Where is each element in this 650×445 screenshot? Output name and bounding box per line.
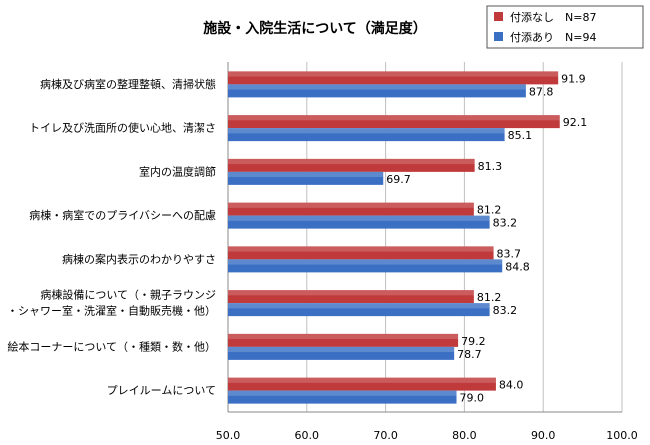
data-label-series-0: 84.0	[499, 379, 524, 392]
legend-swatch-0	[494, 12, 503, 21]
category-label: 病棟の案内表示のわかりやすさ	[62, 252, 216, 266]
bar-series-0	[228, 202, 474, 216]
data-label-series-0: 79.2	[461, 335, 486, 348]
bar-series-1	[228, 171, 384, 185]
bar-highlight	[228, 71, 559, 77]
data-label-series-1: 79.0	[460, 392, 485, 405]
bar-highlight	[228, 128, 505, 134]
category-label: トイレ及び洗面所の使い心地、清潔さ	[29, 121, 216, 135]
bar-highlight	[228, 84, 526, 90]
x-tick-label: 70.0	[373, 429, 398, 442]
bar-series-1	[228, 346, 455, 360]
category-label: 病棟設備について（・親子ラウンジ	[40, 288, 216, 302]
bar-highlight	[228, 202, 474, 208]
bar-series-1	[228, 390, 457, 404]
bar-series-1	[228, 128, 505, 142]
bar-series-0	[228, 115, 560, 129]
category-label: 絵本コーナーについて（・種類・数・他）	[7, 339, 216, 353]
bar-highlight	[228, 115, 560, 121]
legend-label-1: 付添あり N=94	[510, 30, 596, 44]
bar-highlight	[228, 290, 474, 296]
data-label-series-1: 85.1	[508, 129, 533, 142]
bar-group	[228, 71, 560, 404]
bar-series-0	[228, 290, 474, 304]
category-labels: 病棟及び病室の整理整頓、清掃状態トイレ及び洗面所の使い心地、清潔さ室内の温度調節…	[7, 77, 216, 397]
x-axis-ticks: 50.0 60.0 70.0 80.0 90.0 100.0	[216, 429, 638, 442]
x-tick-label: 100.0	[606, 429, 638, 442]
data-label-series-1: 83.2	[493, 217, 517, 230]
bar-highlight	[228, 259, 503, 265]
category-label: 病棟・病室でのプライバシーへの配慮	[29, 208, 216, 222]
legend: 付添なし N=87 付添あり N=94	[486, 5, 644, 49]
legend-box	[486, 5, 644, 49]
bar-highlight	[228, 377, 496, 383]
category-label: 病棟及び病室の整理整頓、清掃状態	[40, 77, 216, 91]
x-tick-label: 80.0	[452, 429, 477, 442]
data-labels: 91.987.892.185.181.369.781.283.283.784.8…	[386, 72, 587, 404]
bar-highlight	[228, 333, 459, 340]
data-label-series-0: 81.2	[477, 204, 502, 217]
data-label-series-1: 84.8	[505, 260, 530, 273]
data-label-series-1: 83.2	[493, 304, 517, 317]
bar-highlight	[228, 158, 475, 165]
bar-series-0	[228, 377, 496, 391]
bar-highlight	[228, 246, 494, 252]
category-label: プレイルームについて	[107, 384, 216, 397]
data-label-series-0: 83.7	[497, 247, 522, 260]
bar-series-0	[228, 158, 475, 172]
bar-series-0	[228, 71, 559, 85]
chart-title: 施設・入院生活について（満足度）	[203, 20, 427, 37]
legend-swatch-1	[494, 32, 503, 41]
x-tick-label: 60.0	[295, 429, 320, 442]
data-label-series-1: 78.7	[457, 348, 482, 361]
category-label: 室内の温度調節	[139, 164, 216, 178]
bar-series-1	[228, 303, 490, 317]
bar-highlight	[228, 171, 384, 178]
x-tick-label: 90.0	[531, 429, 556, 442]
bar-highlight	[228, 215, 490, 221]
bar-highlight	[228, 346, 455, 353]
bar-series-0	[228, 246, 494, 260]
bar-series-1	[228, 259, 503, 273]
data-label-series-0: 81.3	[478, 160, 503, 173]
bar-series-0	[228, 333, 459, 347]
data-label-series-1: 87.8	[529, 85, 554, 98]
bar-series-1	[228, 215, 490, 229]
bar-highlight	[228, 390, 457, 396]
data-label-series-0: 92.1	[563, 116, 588, 129]
data-label-series-0: 91.9	[561, 72, 586, 85]
data-label-series-1: 69.7	[386, 173, 411, 186]
bar-highlight	[228, 303, 490, 309]
legend-label-0: 付添なし N=87	[510, 10, 596, 24]
data-label-series-0: 81.2	[477, 291, 502, 304]
bar-series-1	[228, 84, 526, 98]
x-tick-label: 50.0	[216, 429, 241, 442]
category-label: ・シャワー室・洗濯室・自動販売機・他）	[7, 304, 216, 318]
